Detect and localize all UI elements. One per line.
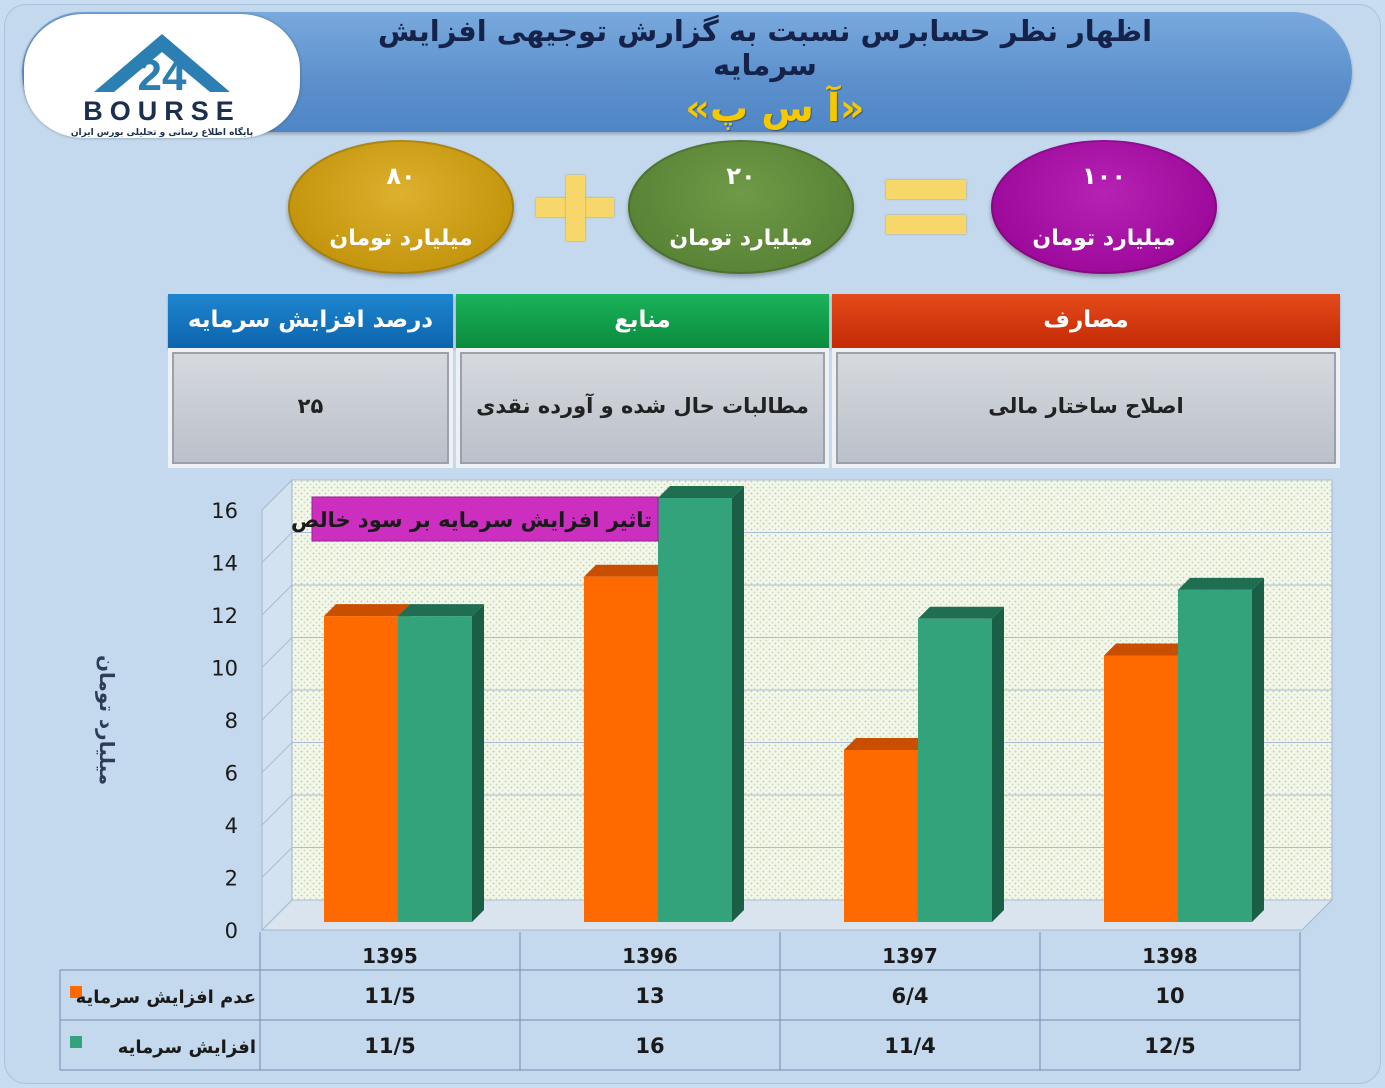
company-name: «آ س پ» [685,86,865,130]
bar-side [472,604,484,922]
bar [918,618,992,922]
legend-swatch [70,986,82,998]
x-tick-label: 1397 [882,944,938,968]
bar [398,616,472,922]
data-label: 13 [635,984,664,1008]
bar-top [844,738,930,750]
amount-oval-total: ۱۰۰ میلیارد تومان [991,140,1217,274]
value-percent: ۲۵ [168,348,453,468]
bar-top [1178,577,1264,590]
y-tick-label: 12 [211,604,238,628]
amount-unit: میلیارد تومان [329,226,473,251]
legend-swatch [70,1036,82,1048]
bar [324,616,398,922]
amount-oval-part-b: ۸۰ میلیارد تومان [288,140,514,274]
amount-unit: میلیارد تومان [1032,226,1176,251]
value-uses: اصلاح ساختار مالی [832,348,1340,468]
equals-icon [886,180,966,234]
header-sources: منابع [456,294,829,348]
y-axis-label: میلیارد تومان [95,655,119,785]
y-tick-label: 6 [225,762,238,786]
data-label: 10 [1155,984,1184,1008]
amount-value: ۱۰۰ [1082,162,1126,190]
data-label: 16 [635,1034,664,1058]
value-sources: مطالبات حال شده و آورده نقدی [456,348,829,468]
y-tick-label: 16 [211,499,238,523]
logo: 24 BOURSE پایگاه اطلاع رسانی و تحلیلی بو… [24,14,300,138]
bar [1104,655,1178,922]
y-tick-label: 4 [225,814,238,838]
y-tick-label: 0 [225,919,238,943]
y-tick-label: 8 [225,709,238,733]
y-tick-label: 14 [211,552,238,576]
data-label: 11/5 [364,984,416,1008]
data-label: 11/5 [364,1034,416,1058]
y-tick-label: 2 [225,867,238,891]
bar-side [1252,577,1264,922]
legend-entry: افزایش سرمایه [118,1037,256,1058]
bar-top [584,564,670,577]
x-tick-label: 1398 [1142,944,1198,968]
x-tick-label: 1395 [362,944,418,968]
data-label: 6/4 [892,984,929,1008]
bar-side [732,486,744,922]
gridline [261,479,1332,511]
amount-value: ۲۰ [726,162,756,190]
logo-number: 24 [138,51,187,100]
chart-title: تاثیر افزایش سرمایه بر سود خالص [291,508,652,532]
bar-side [992,606,1004,922]
bar-top [324,604,410,617]
legend-entry: عدم افزایش سرمایه [76,987,256,1008]
bar-top [918,606,1004,619]
bar-top [1104,643,1190,656]
header-uses: مصارف [832,294,1340,348]
bar [584,576,658,922]
header-percent: درصد افزایش سرمایه [168,294,453,348]
logo-mark-icon: 24 [94,34,230,100]
gridline [261,584,1332,616]
y-tick-label: 10 [211,657,238,681]
bar [658,498,732,922]
data-label: 12/5 [1144,1034,1196,1058]
amount-unit: میلیارد تومان [669,226,813,251]
logo-name: BOURSE [83,96,241,126]
bar [844,750,918,922]
bar-top [658,486,744,498]
page-title: اظهار نظر حسابرس نسبت به گزارش توجیهی اف… [377,14,1153,82]
gridline [261,532,1332,563]
x-tick-label: 1396 [622,944,678,968]
logo-tagline: پایگاه اطلاع رسانی و تحلیلی بورس ایران [70,128,254,138]
plus-icon [536,175,614,241]
data-label: 11/4 [884,1034,936,1058]
chart-title-box [311,496,659,542]
bar [1178,589,1252,922]
amount-value: ۸۰ [386,162,416,190]
bar-top [398,604,484,617]
amount-oval-part-a: ۲۰ میلیارد تومان [628,140,854,274]
